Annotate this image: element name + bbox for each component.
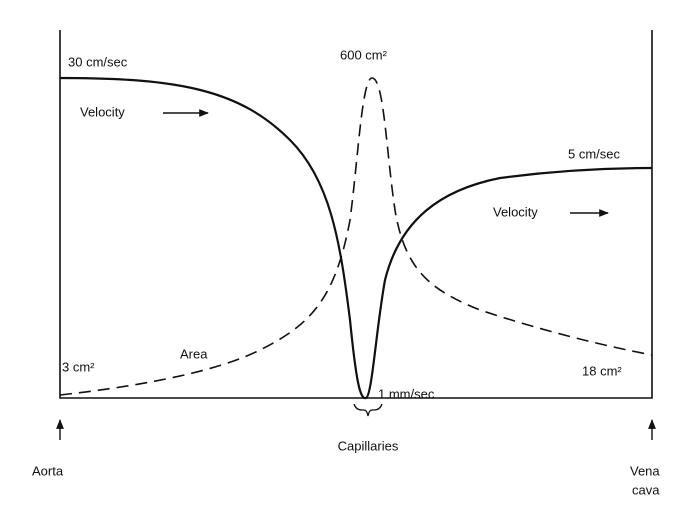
label: cava [632, 482, 660, 497]
label: Vena [630, 463, 660, 478]
label: 1 mm/sec [378, 386, 435, 401]
label: Velocity [493, 204, 538, 219]
label: Velocity [80, 104, 125, 119]
label: 30 cm/sec [68, 54, 128, 69]
label: 600 cm² [340, 47, 388, 62]
label: 18 cm² [582, 363, 622, 378]
label: 5 cm/sec [568, 146, 621, 161]
label: 3 cm² [62, 359, 95, 374]
velocity-curve [59, 76, 653, 400]
frame [59, 30, 653, 399]
brace [353, 403, 383, 417]
label: Aorta [32, 463, 64, 478]
label: Area [180, 346, 208, 361]
label: Capillaries [338, 438, 399, 453]
area-curve [59, 77, 653, 396]
